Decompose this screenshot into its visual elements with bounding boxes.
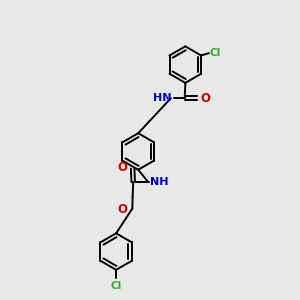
Text: Cl: Cl [110, 281, 122, 291]
Text: O: O [201, 92, 211, 105]
Text: O: O [117, 161, 127, 174]
Text: HN: HN [153, 93, 172, 103]
Text: O: O [117, 203, 127, 216]
Text: NH: NH [150, 177, 169, 187]
Text: Cl: Cl [210, 48, 221, 58]
